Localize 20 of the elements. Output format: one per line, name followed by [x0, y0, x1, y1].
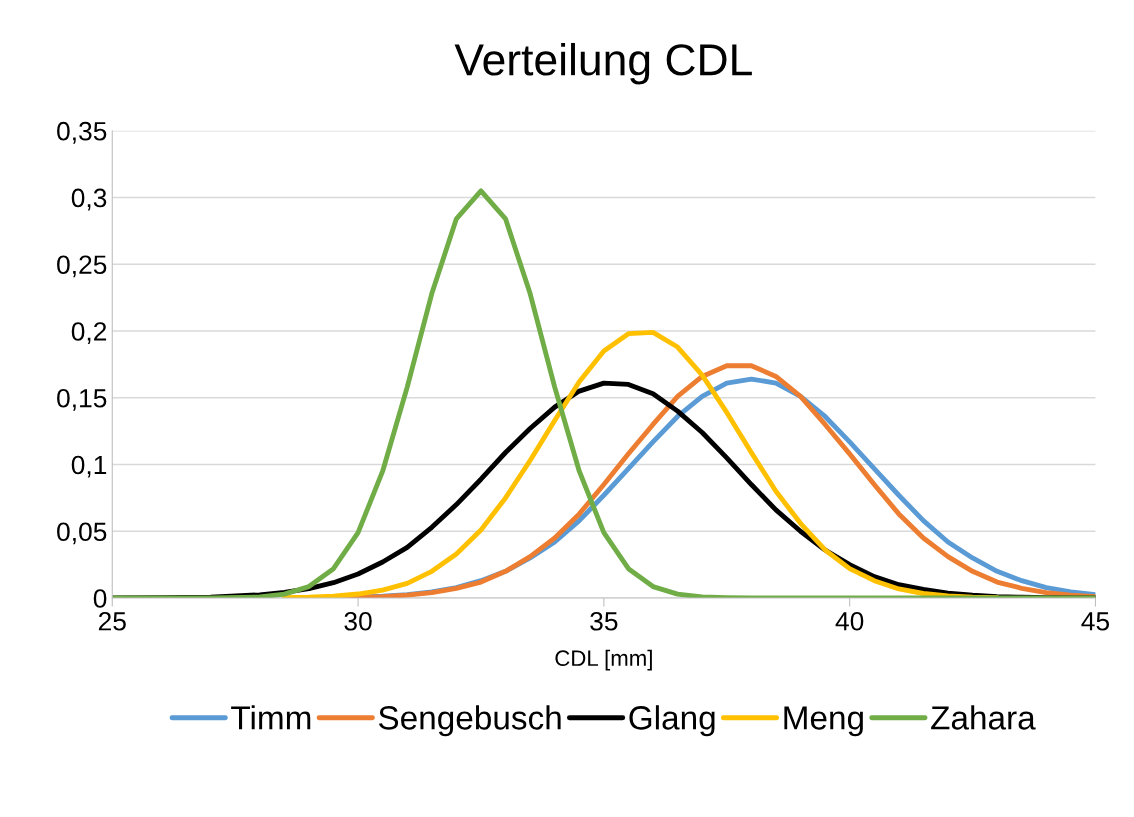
y-tick-label: 0,3: [71, 188, 107, 211]
x-tick-label: 45: [1081, 612, 1110, 631]
legend-label: Sengebusch: [378, 705, 561, 737]
x-tick-label: 30: [344, 611, 372, 631]
legend-label: Timm: [231, 705, 311, 730]
legend-label: Glang: [629, 705, 715, 737]
y-tick-label: 0: [93, 589, 107, 608]
legend-label: Zahara: [931, 705, 1036, 730]
x-tick-label: 40: [835, 611, 864, 631]
y-tick-label: 0,2: [71, 322, 107, 344]
x-tick-label: 35: [590, 611, 618, 631]
x-axis-title: CDL [mm]: [555, 649, 652, 671]
y-tick-label: 0,05: [57, 522, 107, 545]
y-tick-label: 0,35: [57, 121, 107, 144]
y-tick-label: 0,1: [71, 455, 107, 478]
legend-label: Meng: [784, 706, 863, 737]
y-tick-label: 0,15: [57, 388, 107, 411]
chart-title: Verteilung CDL: [454, 42, 752, 85]
y-tick-label: 0,25: [57, 255, 107, 278]
x-tick-label: 25: [98, 611, 126, 631]
